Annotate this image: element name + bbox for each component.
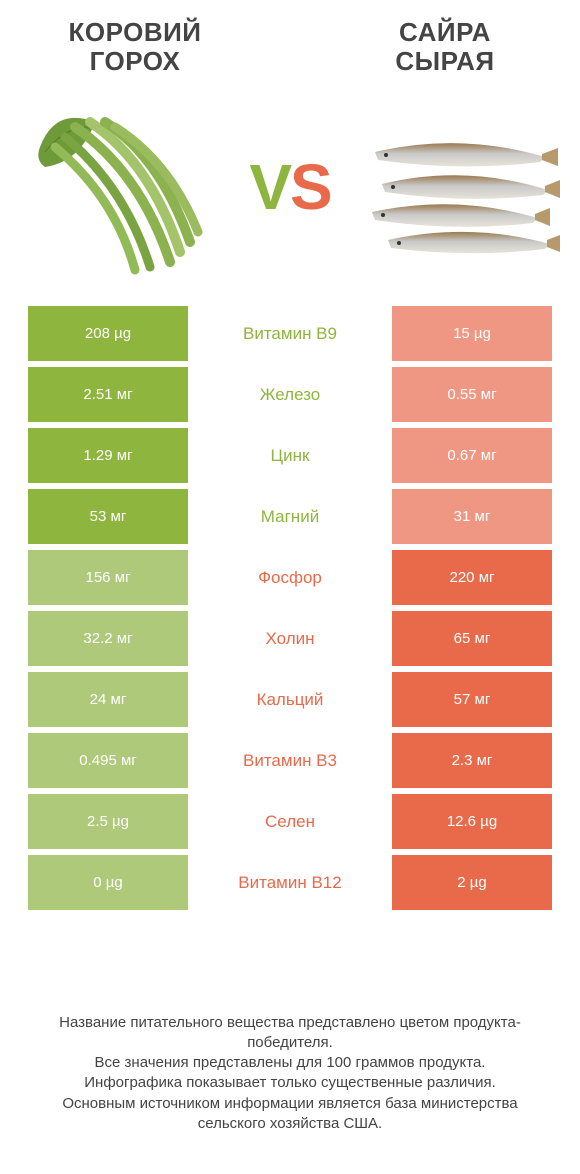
left-value-cell: 24 мг <box>28 672 188 727</box>
nutrient-name: Селен <box>188 794 392 849</box>
comparison-table: 208 µgВитамин B915 µg 2.51 мгЖелезо0.55 м… <box>0 306 580 910</box>
left-title-line1: КОРОВИЙ <box>69 17 202 47</box>
vs-s: S <box>290 151 331 223</box>
left-value-cell: 1.29 мг <box>28 428 188 483</box>
left-value-cell: 32.2 мг <box>28 611 188 666</box>
right-product-image <box>370 102 560 272</box>
right-value-cell: 57 мг <box>392 672 552 727</box>
right-value-cell: 0.55 мг <box>392 367 552 422</box>
right-value-cell: 220 мг <box>392 550 552 605</box>
table-row: 1.29 мгЦинк0.67 мг <box>28 428 552 483</box>
left-value-cell: 0 µg <box>28 855 188 910</box>
right-value-cell: 2 µg <box>392 855 552 910</box>
nutrient-name: Витамин B9 <box>188 306 392 361</box>
vs-label: VS <box>249 150 330 224</box>
right-value-cell: 65 мг <box>392 611 552 666</box>
left-product-title: КОРОВИЙ ГОРОХ <box>30 18 240 76</box>
hero-row: VS <box>0 76 580 306</box>
footer-line2: Все значения представлены для 100 граммо… <box>30 1053 550 1073</box>
left-title-line2: ГОРОХ <box>90 46 181 76</box>
left-value-cell: 156 мг <box>28 550 188 605</box>
right-value-cell: 12.6 µg <box>392 794 552 849</box>
footer-line4: Основным источником информации является … <box>30 1094 550 1135</box>
left-value-cell: 208 µg <box>28 306 188 361</box>
left-value-cell: 2.5 µg <box>28 794 188 849</box>
nutrient-name: Цинк <box>188 428 392 483</box>
nutrient-name: Кальций <box>188 672 392 727</box>
right-title-line2: СЫРАЯ <box>395 46 494 76</box>
table-row: 156 мгФосфор220 мг <box>28 550 552 605</box>
nutrient-name: Витамин B12 <box>188 855 392 910</box>
table-row: 208 µgВитамин B915 µg <box>28 306 552 361</box>
nutrient-name: Фосфор <box>188 550 392 605</box>
table-row: 53 мгМагний31 мг <box>28 489 552 544</box>
right-value-cell: 31 мг <box>392 489 552 544</box>
table-row: 0.495 мгВитамин B32.3 мг <box>28 733 552 788</box>
vs-v: V <box>249 151 290 223</box>
right-product-title: САЙРА СЫРАЯ <box>340 18 550 76</box>
titles-row: КОРОВИЙ ГОРОХ САЙРА СЫРАЯ <box>0 0 580 76</box>
table-row: 2.51 мгЖелезо0.55 мг <box>28 367 552 422</box>
left-product-image <box>20 92 210 282</box>
table-row: 24 мгКальций57 мг <box>28 672 552 727</box>
right-title-line1: САЙРА <box>399 17 491 47</box>
table-row: 32.2 мгХолин65 мг <box>28 611 552 666</box>
left-value-cell: 0.495 мг <box>28 733 188 788</box>
nutrient-name: Магний <box>188 489 392 544</box>
table-row: 2.5 µgСелен12.6 µg <box>28 794 552 849</box>
footer-notes: Название питательного вещества представл… <box>0 1013 580 1135</box>
right-value-cell: 2.3 мг <box>392 733 552 788</box>
left-value-cell: 2.51 мг <box>28 367 188 422</box>
nutrient-name: Железо <box>188 367 392 422</box>
table-row: 0 µgВитамин B122 µg <box>28 855 552 910</box>
right-value-cell: 15 µg <box>392 306 552 361</box>
right-value-cell: 0.67 мг <box>392 428 552 483</box>
nutrient-name: Витамин B3 <box>188 733 392 788</box>
nutrient-name: Холин <box>188 611 392 666</box>
footer-line1: Название питательного вещества представл… <box>30 1013 550 1054</box>
footer-line3: Инфографика показывает только существенн… <box>30 1073 550 1093</box>
left-value-cell: 53 мг <box>28 489 188 544</box>
